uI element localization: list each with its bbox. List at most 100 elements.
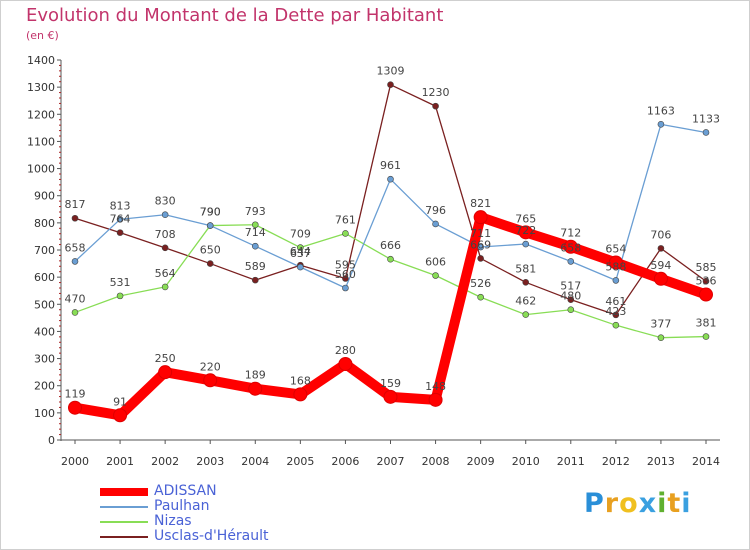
data-label: 654 [605,242,626,255]
data-point [297,244,304,251]
legend-swatch [100,505,148,508]
data-label: 821 [470,197,491,210]
data-label: 790 [200,206,221,219]
y-tick-label: 800 [34,217,55,230]
data-label: 765 [515,212,536,225]
data-point [428,392,443,407]
data-label: 585 [696,261,717,274]
data-point [473,210,488,225]
x-tick-label: 2000 [61,455,89,468]
data-point [702,277,710,285]
data-point [113,408,128,423]
data-label: 159 [380,377,401,390]
data-label: 423 [605,305,626,318]
data-labels: 119 91 250 220 189 168 280 159 148 821 765 712 654 59… [65,65,721,409]
data-point [563,239,578,254]
data-point [158,365,173,380]
data-label: 830 [155,195,176,208]
data-point [161,283,169,291]
data-point [518,225,533,240]
logo-letter: r [604,488,620,519]
series-points [68,81,713,423]
data-label: 793 [245,205,266,218]
data-label: 220 [200,360,221,373]
y-tick-label: 300 [34,353,55,366]
data-label: 706 [650,228,671,241]
data-point [477,255,484,262]
y-tick-label: 100 [34,407,55,420]
y-tick-label: 700 [34,244,55,257]
data-label: 595 [335,259,356,272]
x-tick-label: 2013 [647,455,675,468]
data-point [612,311,620,319]
logo-letter: i [657,488,668,519]
data-label: 588 [605,260,626,273]
legend-swatch [100,535,148,538]
data-label: 761 [335,213,356,226]
x-tick-label: 2007 [377,455,405,468]
data-label: 1163 [647,104,675,117]
data-point [71,258,79,265]
x-tick-label: 2014 [692,455,720,468]
data-point [383,389,398,404]
x-tick-label: 2008 [422,455,450,468]
y-tick-label: 1100 [27,135,55,148]
data-label: 637 [290,247,311,260]
data-point [206,222,214,229]
data-label: 961 [380,159,401,172]
data-point [161,211,169,219]
logo-letter: x [638,488,658,519]
data-point [567,306,575,314]
data-label: 1230 [422,86,450,99]
data-label: 708 [155,228,176,241]
data-label: 91 [113,395,127,408]
data-point [699,287,713,302]
x-tick-label: 2010 [512,455,540,468]
data-label: 813 [110,199,131,212]
x-tick-label: 2005 [286,455,314,468]
data-point [387,81,394,88]
data-point [251,242,259,250]
data-label: 517 [560,280,581,293]
data-label: 722 [515,224,536,237]
data-label: 536 [696,275,717,288]
legend-label: ADISSAN [154,483,217,499]
legend-item: ADISSAN [100,484,269,499]
data-label: 644 [290,245,311,258]
x-tick-label: 2004 [241,455,269,468]
x-tick-label: 2009 [467,455,495,468]
data-label: 1133 [692,112,720,125]
legend-swatch [100,487,148,496]
data-point [608,255,623,270]
logo-letter: i [681,488,692,519]
data-point [251,221,259,229]
data-point [161,244,169,252]
data-label: 461 [605,295,626,308]
data-point [702,333,710,340]
data-point [522,311,530,318]
data-point [657,121,665,128]
x-tick-label: 2002 [151,455,179,468]
data-label: 711 [470,227,491,240]
data-point [293,387,308,402]
y-tick-label: 1200 [27,108,55,121]
data-point [297,263,304,271]
legend-item: Paulhan [100,499,269,514]
data-point [657,245,665,252]
data-label: 531 [110,276,131,289]
data-label: 790 [200,206,221,219]
data-label: 589 [245,260,266,273]
data-point [338,357,353,371]
x-tick-label: 2006 [331,455,359,468]
data-point [387,175,394,183]
y-tick-label: 500 [34,298,55,311]
y-tick-label: 1400 [27,54,55,67]
data-label: 714 [245,226,266,239]
data-point [71,309,79,316]
data-label: 764 [110,213,131,226]
logo-letter: o [619,488,639,519]
x-tick-label: 2011 [557,455,585,468]
data-point [116,292,124,300]
